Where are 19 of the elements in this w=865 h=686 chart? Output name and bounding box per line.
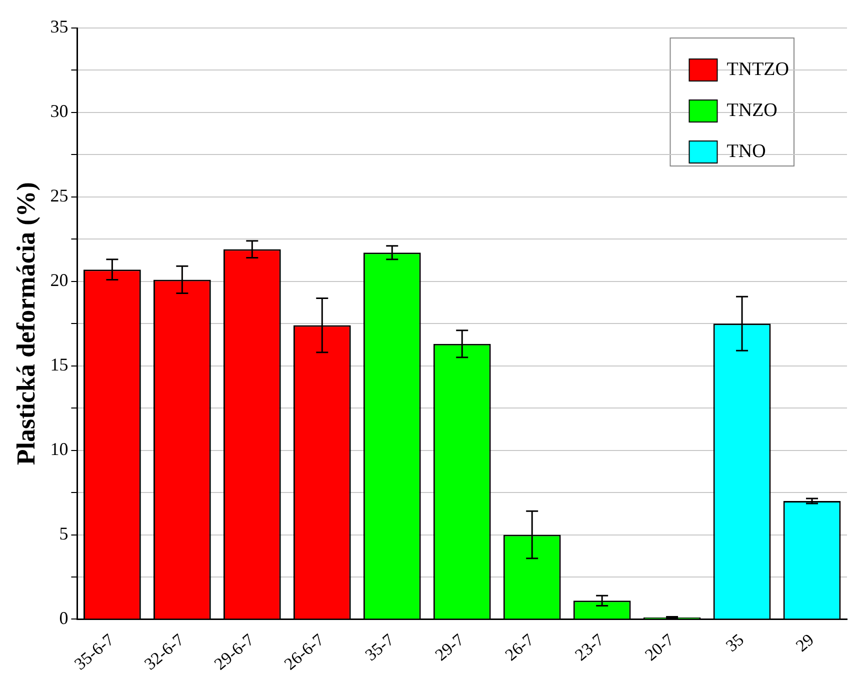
legend-label: TNTZO xyxy=(726,58,790,80)
y-tick-label: 5 xyxy=(59,524,68,544)
x-tick-label: 26-7 xyxy=(501,630,538,665)
y-tick-label: 35 xyxy=(50,16,68,37)
x-tick-label: 35-7 xyxy=(361,630,398,665)
x-tick-label: 29 xyxy=(792,630,818,656)
legend-label: TNO xyxy=(726,140,766,162)
y-tick-label: 20 xyxy=(50,270,68,290)
y-tick-label: 25 xyxy=(50,186,68,206)
y-tick-label: 0 xyxy=(59,608,68,628)
y-tick-label: 30 xyxy=(50,101,68,122)
x-tick-label: 23-7 xyxy=(571,630,608,665)
x-tick-label: 35 xyxy=(722,630,748,656)
y-axis-title: Plastická deformácia (%) xyxy=(11,182,40,466)
y-tick-label: 10 xyxy=(50,439,68,460)
y-tick-label: 15 xyxy=(50,354,68,375)
x-tick-label: 29-7 xyxy=(431,630,468,665)
x-tick-label: 20-7 xyxy=(641,630,678,665)
legend-label: TNZO xyxy=(726,100,778,121)
